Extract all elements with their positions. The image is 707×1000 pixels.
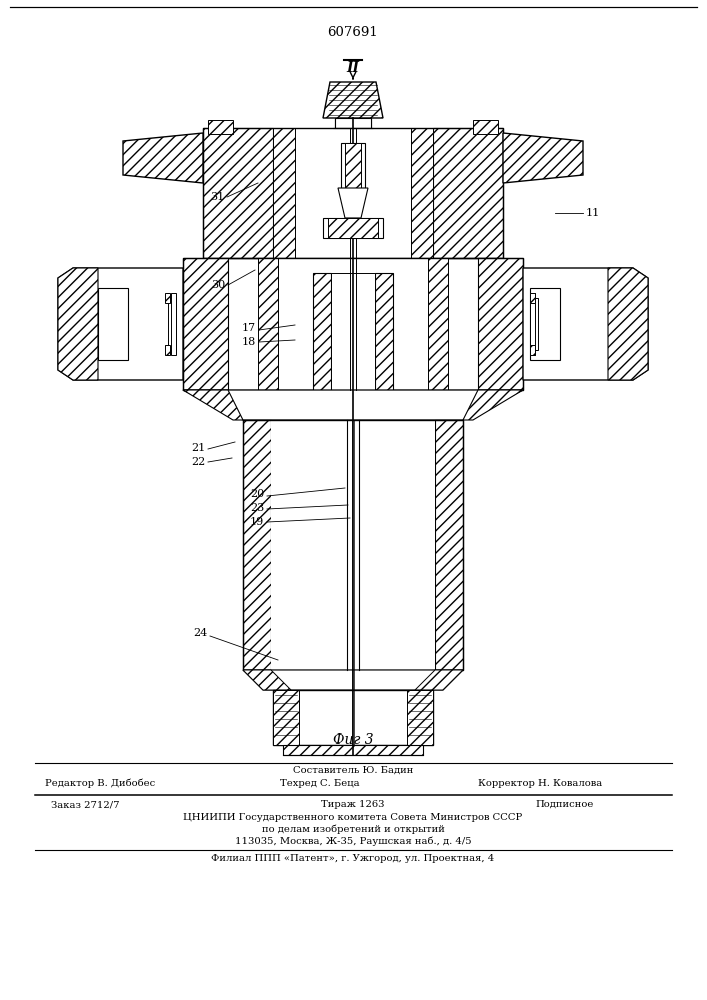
Bar bbox=[345, 143, 361, 188]
Text: 113035, Москва, Ж-35, Раушская наб., д. 4/5: 113035, Москва, Ж-35, Раушская наб., д. … bbox=[235, 837, 472, 846]
Text: Фиг 3: Фиг 3 bbox=[333, 733, 373, 747]
Bar bbox=[335, 118, 371, 128]
Text: Составитель Ю. Бадин: Составитель Ю. Бадин bbox=[293, 766, 413, 775]
Polygon shape bbox=[463, 390, 523, 420]
Bar bbox=[278, 258, 428, 390]
Text: по делам изобретений и открытий: по делам изобретений и открытий bbox=[262, 825, 445, 834]
Bar bbox=[530, 293, 535, 355]
Polygon shape bbox=[608, 268, 648, 380]
Bar bbox=[435, 420, 463, 670]
Bar bbox=[530, 298, 538, 350]
Bar bbox=[331, 273, 375, 405]
Bar bbox=[165, 345, 170, 355]
Bar bbox=[323, 218, 383, 238]
Bar bbox=[375, 273, 393, 405]
Polygon shape bbox=[123, 133, 203, 183]
Text: ЦНИИПИ Государственного комитета Совета Министров СССР: ЦНИИПИ Государственного комитета Совета … bbox=[183, 813, 522, 822]
Text: Подписное: Подписное bbox=[536, 800, 594, 809]
Polygon shape bbox=[523, 268, 648, 380]
Bar bbox=[335, 118, 371, 128]
Polygon shape bbox=[243, 670, 291, 690]
Bar bbox=[183, 258, 523, 390]
Polygon shape bbox=[503, 133, 583, 183]
Bar bbox=[428, 258, 448, 390]
Text: Техред С. Беца: Техред С. Беца bbox=[280, 779, 360, 788]
Text: 17: 17 bbox=[242, 323, 256, 333]
Polygon shape bbox=[58, 268, 98, 380]
Text: 607691: 607691 bbox=[327, 25, 378, 38]
Bar bbox=[271, 420, 435, 670]
Bar bbox=[530, 288, 560, 360]
Text: 11: 11 bbox=[586, 208, 600, 218]
Polygon shape bbox=[243, 670, 463, 690]
Bar bbox=[411, 128, 433, 258]
Bar bbox=[243, 420, 271, 670]
Text: 18: 18 bbox=[242, 337, 256, 347]
Bar bbox=[168, 298, 176, 350]
Text: 20: 20 bbox=[250, 489, 264, 499]
Bar bbox=[258, 258, 278, 390]
Bar bbox=[208, 120, 233, 134]
Text: 30: 30 bbox=[211, 280, 225, 290]
Polygon shape bbox=[58, 268, 183, 380]
Text: Редактор В. Дибобес: Редактор В. Дибобес bbox=[45, 779, 155, 788]
Bar bbox=[183, 258, 228, 390]
Bar bbox=[273, 690, 433, 745]
Bar bbox=[165, 293, 170, 303]
Bar bbox=[273, 690, 299, 745]
Text: 23: 23 bbox=[250, 503, 264, 513]
Bar bbox=[341, 143, 365, 188]
Polygon shape bbox=[338, 188, 368, 218]
Bar bbox=[203, 128, 503, 258]
Bar bbox=[283, 745, 423, 755]
Text: 21: 21 bbox=[191, 443, 205, 453]
Text: Корректор Н. Ковалова: Корректор Н. Ковалова bbox=[478, 779, 602, 788]
Bar bbox=[478, 258, 523, 390]
Polygon shape bbox=[323, 82, 383, 118]
Bar bbox=[243, 420, 463, 670]
Text: 24: 24 bbox=[193, 628, 207, 638]
Text: II: II bbox=[346, 61, 359, 75]
Bar bbox=[328, 218, 378, 238]
Polygon shape bbox=[183, 390, 523, 420]
Bar bbox=[530, 345, 535, 355]
Text: Заказ 2712/7: Заказ 2712/7 bbox=[51, 800, 119, 809]
Text: Тираж 1263: Тираж 1263 bbox=[321, 800, 385, 809]
Text: 19: 19 bbox=[250, 517, 264, 527]
Bar bbox=[313, 273, 331, 405]
Bar bbox=[407, 690, 433, 745]
Polygon shape bbox=[433, 128, 503, 258]
Polygon shape bbox=[203, 128, 273, 258]
Bar bbox=[171, 293, 176, 355]
Polygon shape bbox=[415, 670, 463, 690]
Text: 22: 22 bbox=[191, 457, 205, 467]
Bar bbox=[295, 128, 411, 258]
Text: 31: 31 bbox=[210, 192, 224, 202]
Text: Филиал ППП «Патент», г. Ужгород, ул. Проектная, 4: Филиал ППП «Патент», г. Ужгород, ул. Про… bbox=[211, 854, 495, 863]
Bar bbox=[273, 128, 295, 258]
Bar bbox=[473, 120, 498, 134]
Bar bbox=[98, 288, 128, 360]
Bar bbox=[530, 293, 535, 303]
Polygon shape bbox=[183, 390, 243, 420]
